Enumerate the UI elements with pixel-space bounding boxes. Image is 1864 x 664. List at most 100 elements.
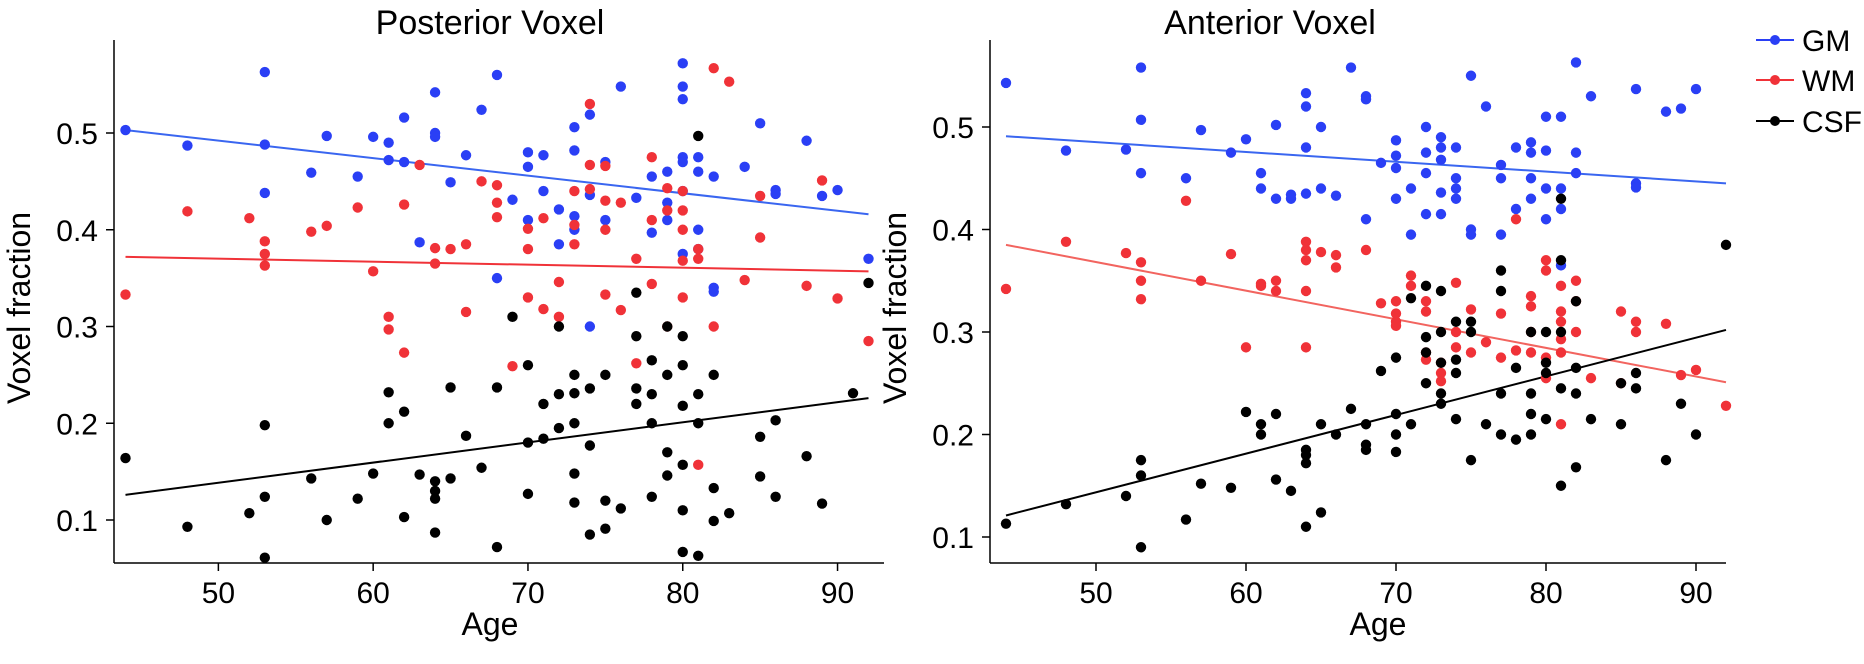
csf-point: [1436, 327, 1446, 337]
gm-point: [260, 188, 270, 198]
csf-point: [1436, 358, 1446, 368]
csf-point: [1691, 429, 1701, 439]
gm-point: [1451, 173, 1461, 183]
csf-point: [182, 522, 192, 532]
wm-point: [1241, 342, 1251, 352]
csf-point: [1286, 486, 1296, 496]
x-axis-label: Age: [1350, 606, 1407, 642]
csf-point: [678, 505, 688, 515]
csf-point: [1661, 455, 1671, 465]
wm-point: [523, 244, 533, 254]
csf-point: [260, 420, 270, 430]
gm-point: [1001, 78, 1011, 88]
gm-point: [662, 215, 672, 225]
gm-point: [322, 131, 332, 141]
wm-point: [306, 226, 316, 236]
wm-point: [678, 225, 688, 235]
csf-point: [662, 447, 672, 457]
wm-point: [678, 186, 688, 196]
gm-point: [523, 162, 533, 172]
wm-point: [1406, 270, 1416, 280]
csf-point: [244, 508, 254, 518]
csf-point: [801, 451, 811, 461]
wm-point: [863, 336, 873, 346]
csf-point: [631, 383, 641, 393]
gm-point: [430, 132, 440, 142]
csf-point: [600, 524, 610, 534]
csf-point: [1391, 429, 1401, 439]
csf-point: [1466, 317, 1476, 327]
csf-point: [631, 287, 641, 297]
gm-point: [492, 70, 502, 80]
gm-point: [1556, 204, 1566, 214]
wm-point: [1451, 327, 1461, 337]
gm-point: [1346, 62, 1356, 72]
wm-point: [1271, 276, 1281, 286]
wm-point: [260, 260, 270, 270]
csf-point: [1301, 522, 1311, 532]
wm-point: [461, 239, 471, 249]
gm-point: [1301, 88, 1311, 98]
wm-point: [445, 244, 455, 254]
wm-point: [1061, 237, 1071, 247]
csf-point: [770, 415, 780, 425]
csf-point: [1271, 474, 1281, 484]
y-tick-label: 0.4: [932, 215, 974, 248]
wm-point: [120, 289, 130, 299]
legend-entry-gm: GM: [1756, 25, 1850, 58]
wm-point: [1001, 284, 1011, 294]
wm-point: [1391, 296, 1401, 306]
csf-point: [1571, 363, 1581, 373]
wm-point: [585, 160, 595, 170]
x-tick-label: 80: [666, 577, 699, 610]
gm-point: [1256, 183, 1266, 193]
csf-point: [1631, 383, 1641, 393]
csf-point: [1226, 483, 1236, 493]
csf-point: [848, 388, 858, 398]
wm-point: [1391, 321, 1401, 331]
gm-point: [693, 167, 703, 177]
gm-point: [693, 152, 703, 162]
csf-point: [678, 401, 688, 411]
csf-point: [724, 508, 734, 518]
wm-point: [1421, 306, 1431, 316]
x-tick-label: 60: [1229, 577, 1262, 610]
gm-point: [1466, 229, 1476, 239]
csf-point: [1241, 407, 1251, 417]
csf-point: [631, 331, 641, 341]
gm-point: [1391, 151, 1401, 161]
y-tick-label: 0.1: [56, 505, 98, 538]
y-tick-label: 0.3: [932, 317, 974, 350]
csf-point: [863, 278, 873, 288]
csf-point: [662, 470, 672, 480]
gm-point: [1496, 160, 1506, 170]
gm-point: [1391, 135, 1401, 145]
gm-point: [1301, 142, 1311, 152]
gm-point: [1361, 94, 1371, 104]
gm-point: [1571, 147, 1581, 157]
wm-point: [832, 293, 842, 303]
y-tick-label: 0.5: [56, 118, 98, 151]
csf-point: [306, 473, 316, 483]
gm-point: [1136, 168, 1146, 178]
y-tick-label: 0.3: [56, 312, 98, 345]
csf-point: [1556, 255, 1566, 265]
csf-point: [569, 370, 579, 380]
csf-point: [1361, 445, 1371, 455]
gm-point: [1436, 209, 1446, 219]
csf-point: [1256, 429, 1266, 439]
csf-point: [678, 460, 688, 470]
csf-point: [538, 399, 548, 409]
tick-layer: 0.1 0.2 0.3 0.4 0.5 50 60 70 80 90: [56, 118, 854, 610]
gm-point: [430, 87, 440, 97]
csf-point: [383, 387, 393, 397]
gm-point: [538, 186, 548, 196]
gm-point: [1271, 194, 1281, 204]
csf-point: [492, 382, 502, 392]
wm-point: [693, 460, 703, 470]
wm-point: [1301, 342, 1311, 352]
csf-point: [709, 516, 719, 526]
wm-point: [1136, 294, 1146, 304]
wm-point: [1196, 276, 1206, 286]
gm-point: [678, 94, 688, 104]
